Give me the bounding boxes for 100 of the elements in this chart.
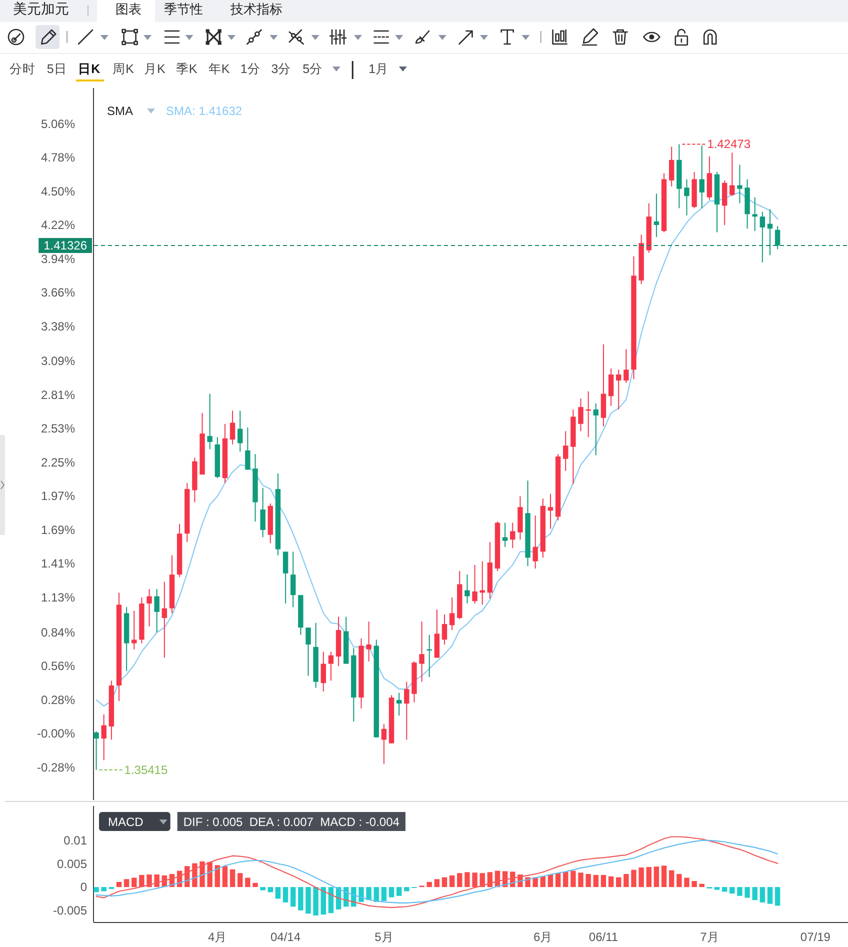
y-tick-label: 1.41% (40, 556, 76, 571)
candlestick (578, 398, 584, 432)
bar (563, 872, 568, 888)
y-tick-label: 1.97% (40, 489, 76, 504)
y-tick-label: 0.56% (40, 659, 76, 674)
bar (480, 873, 485, 888)
text: 美元加元 (13, 0, 69, 16)
y-tick-label: 2.81% (40, 388, 76, 402)
text: 图表 (116, 2, 142, 16)
text: 季节性 (164, 2, 203, 16)
bar (260, 887, 266, 890)
bar (238, 873, 243, 888)
bar (730, 887, 735, 894)
bar (774, 887, 780, 906)
candlestick (132, 610, 137, 650)
candlestick (668, 146, 674, 187)
bar (154, 874, 160, 888)
text: SMA (107, 104, 134, 118)
bar (222, 866, 228, 888)
candlestick (593, 402, 598, 456)
text: 5分 (302, 62, 323, 76)
candlestick (502, 522, 508, 548)
y-tick-label: 4.22% (40, 218, 76, 232)
candlestick (207, 393, 212, 450)
x-tick-label: 07/19 (800, 930, 831, 944)
x-tick-label: 6月 (534, 930, 552, 944)
candlestick (510, 522, 516, 549)
text: 月K (144, 62, 166, 76)
bar (570, 870, 576, 888)
y-tick-label: -0.005 (52, 903, 88, 918)
bar (132, 878, 137, 888)
candlestick (624, 348, 629, 384)
bar (94, 887, 99, 892)
y-tick-label: 2.25% (40, 455, 76, 470)
bar (252, 882, 258, 888)
bar (298, 887, 304, 910)
bar (684, 878, 690, 888)
text: 技术指标 (229, 2, 282, 16)
candlestick (146, 588, 152, 627)
bar (600, 874, 606, 888)
text: 1分 (240, 62, 260, 76)
candlestick (366, 621, 372, 662)
candlestick (608, 368, 614, 406)
bar (608, 876, 614, 888)
bar (200, 861, 205, 888)
bar (593, 874, 598, 888)
bar (638, 867, 644, 888)
bar (207, 862, 212, 888)
candlestick (162, 581, 168, 658)
candlestick (472, 564, 478, 604)
bar (555, 873, 561, 888)
text: 5日 (46, 62, 67, 76)
bar (752, 887, 758, 900)
bar (192, 863, 198, 888)
candlestick (699, 144, 704, 209)
candlestick (548, 493, 554, 530)
y-tick-label: 0 (80, 880, 88, 894)
candlestick (101, 714, 106, 761)
annotation: 1.42473 (707, 137, 751, 152)
bar (646, 867, 652, 888)
candlestick (238, 410, 243, 452)
candlestick (245, 427, 250, 470)
annotation: DIF : 0.005 DEA : 0.007 MACD : -0.004 (183, 815, 400, 829)
text: 日K (78, 62, 100, 76)
y-tick-label: 3.38% (40, 319, 76, 334)
candlestick (306, 627, 311, 676)
bar (767, 887, 773, 904)
candlestick (532, 515, 538, 570)
x-tick-label: 04/14 (270, 930, 301, 944)
bar (396, 887, 402, 896)
bar (449, 875, 455, 888)
candlestick (767, 208, 773, 256)
candlestick (94, 730, 99, 770)
candlestick (752, 196, 758, 232)
y-tick-label: 0.005 (56, 856, 88, 871)
candlestick (760, 211, 766, 263)
y-tick-label: 3.09% (40, 354, 76, 368)
y-tick-label: 3.66% (40, 286, 76, 300)
candlestick (737, 164, 742, 204)
bar (124, 879, 130, 888)
x-tick-label: 7月 (700, 930, 719, 944)
bar (616, 877, 622, 888)
bar (146, 874, 152, 888)
bar (230, 869, 236, 888)
y-tick-label: 0.01 (64, 833, 88, 848)
y-tick-label: 5.06% (40, 116, 76, 131)
bar (214, 865, 220, 888)
bar (388, 887, 394, 898)
candlestick (381, 724, 387, 764)
bar (426, 882, 432, 888)
y-tick-label: 4.50% (40, 184, 76, 198)
candlestick (290, 551, 296, 608)
bar (654, 866, 660, 888)
text: 1.41326 (44, 238, 88, 252)
y-tick-label: -0.00% (36, 726, 76, 741)
candlestick (442, 614, 448, 645)
bar (306, 887, 311, 914)
y-tick-label: 0.84% (40, 625, 76, 640)
bar (472, 872, 478, 888)
candlestick (464, 574, 470, 604)
